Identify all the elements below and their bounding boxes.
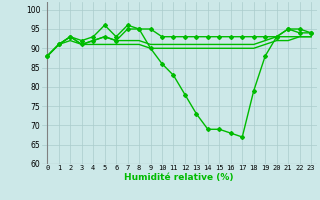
X-axis label: Humidité relative (%): Humidité relative (%) [124, 173, 234, 182]
